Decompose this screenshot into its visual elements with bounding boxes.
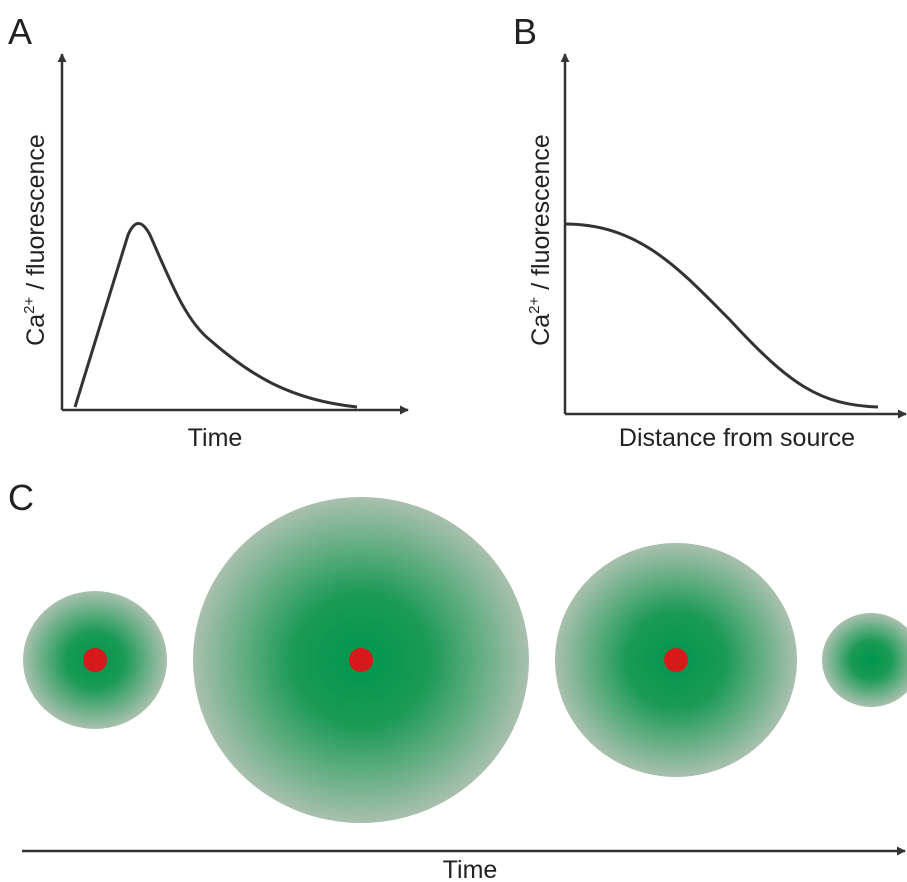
x-axis-label: Time — [443, 856, 498, 882]
x-axis-label: Time — [188, 424, 243, 452]
y-label-sup: 2+ — [21, 297, 38, 314]
calcium-cloud — [822, 613, 907, 707]
source-dot — [349, 648, 373, 672]
time-curve — [73, 222, 358, 409]
panel-label: A — [8, 11, 32, 52]
source-dot — [664, 648, 688, 672]
y-label-main: Ca — [527, 314, 555, 346]
source-dot — [83, 648, 107, 672]
y-label-main: Ca — [22, 314, 50, 346]
x-axis-label: Distance from source — [619, 424, 855, 452]
y-axis-label: Ca2+ / fluorescence — [21, 134, 50, 346]
y-label-rest: / fluorescence — [22, 134, 50, 297]
y-axis-label: Ca2+ / fluorescence — [526, 134, 555, 346]
panel-label: B — [513, 11, 537, 52]
distance-curve — [564, 222, 879, 409]
y-label-rest: / fluorescence — [527, 134, 555, 297]
panel-label: C — [8, 477, 34, 518]
y-label-sup: 2+ — [526, 297, 543, 314]
